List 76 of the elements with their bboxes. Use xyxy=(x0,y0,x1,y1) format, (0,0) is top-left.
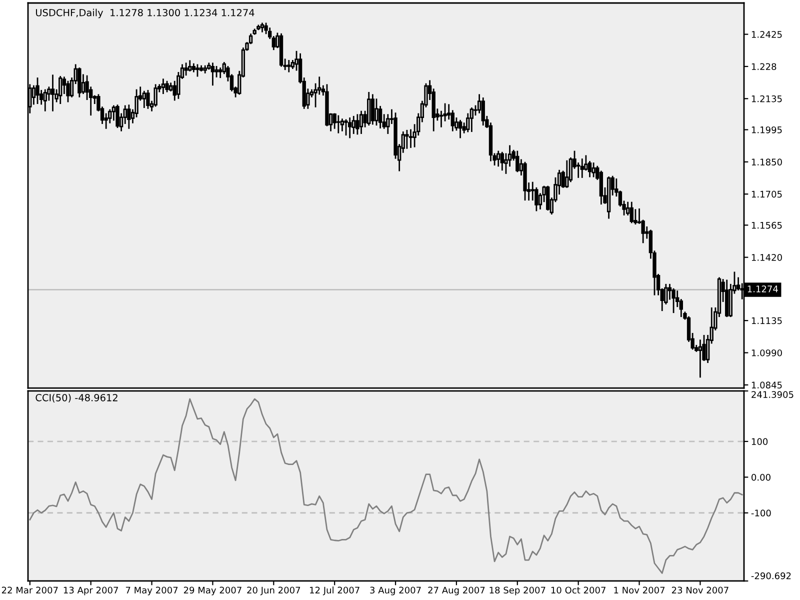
x-tick-label: 12 Jul 2007 xyxy=(310,586,360,596)
candlestick xyxy=(367,92,371,126)
chart-title: CCI(50) -48.9612 xyxy=(36,394,118,402)
x-tick-label: 3 Aug 2007 xyxy=(370,586,421,596)
ref-line-label: 1.1274 xyxy=(748,286,778,292)
y-tick-label: 1.1135 xyxy=(752,317,782,324)
y-tick-label: 1.1705 xyxy=(752,190,782,198)
candlestick xyxy=(580,158,584,178)
y-tick-label: 241.3905 xyxy=(752,391,794,398)
y-tick-label: 1.0990 xyxy=(752,349,782,356)
y-tick-label: 1.0845 xyxy=(752,382,782,388)
y-tick-label: 1.1850 xyxy=(752,158,782,166)
candlestick xyxy=(698,340,702,378)
x-tick-label: 29 May 2007 xyxy=(184,586,242,596)
candlestick xyxy=(516,150,520,172)
y-tick-label: 1.1420 xyxy=(752,254,782,261)
candlestick xyxy=(672,288,676,314)
candlestick xyxy=(146,90,150,109)
x-tick-label: 10 Oct 2007 xyxy=(551,586,606,594)
y-tick-label: -100 xyxy=(751,510,771,516)
candlestick xyxy=(546,186,550,211)
candlestick xyxy=(630,202,634,224)
candlestick xyxy=(565,160,569,188)
candlestick xyxy=(336,115,340,134)
y-tick-label: -290.692 xyxy=(751,572,791,580)
x-tick-label: 13 Apr 2007 xyxy=(64,586,118,596)
candlestick xyxy=(470,107,474,132)
candlestick xyxy=(214,66,218,78)
candlestick xyxy=(43,89,47,112)
x-tick-label: 27 Aug 2007 xyxy=(428,586,485,596)
candlestick xyxy=(359,110,364,134)
candlestick xyxy=(348,117,352,138)
y-tick-label: 1.1995 xyxy=(752,126,782,134)
candlestick xyxy=(344,119,348,136)
candlestick xyxy=(165,80,169,92)
candlestick xyxy=(576,162,580,178)
candlestick xyxy=(592,162,596,178)
candlestick xyxy=(66,80,70,102)
candlestick xyxy=(481,98,485,126)
candlestick xyxy=(188,60,192,72)
candlestick xyxy=(58,76,62,104)
y-tick-label: 1.2135 xyxy=(752,95,782,102)
candlestick xyxy=(352,116,356,134)
candlestick xyxy=(184,62,188,76)
candlestick xyxy=(356,114,360,135)
candlestick xyxy=(218,68,222,78)
candlestick xyxy=(496,150,500,167)
candlestick xyxy=(196,64,200,77)
candlestick xyxy=(405,130,409,149)
y-tick-label: 100 xyxy=(752,438,768,446)
x-tick-label: 23 Nov 2007 xyxy=(672,586,728,594)
candlestick xyxy=(374,98,378,126)
candlestick xyxy=(36,78,40,104)
x-tick-label: 1 Nov 2007 xyxy=(614,586,665,594)
candlestick xyxy=(370,94,375,125)
x-tick-label: 22 Mar 2007 xyxy=(2,586,58,594)
candlestick xyxy=(116,104,120,128)
candlestick xyxy=(500,152,504,171)
y-tick-label: 0.00 xyxy=(752,474,770,481)
candlestick xyxy=(458,120,462,138)
y-tick-label: 1.1565 xyxy=(752,222,782,229)
candlestick xyxy=(142,90,146,108)
x-tick-label: 18 Sep 2007 xyxy=(490,586,546,596)
candlestick xyxy=(408,129,413,148)
y-tick-label: 1.2425 xyxy=(752,31,782,38)
candlestick xyxy=(127,104,131,129)
candlestick xyxy=(161,78,166,94)
y-tick-label: 1.228 xyxy=(752,63,776,70)
candlestick xyxy=(287,60,291,72)
text: USDCHF,Daily 1.1278 1.1300 1.1234 1.1274 xyxy=(36,8,254,18)
candlestick xyxy=(340,118,344,132)
candlestick xyxy=(78,68,82,98)
x-tick-label: 7 May 2007 xyxy=(126,586,178,596)
candlestick xyxy=(50,74,55,112)
x-tick-label: 20 Jun 2007 xyxy=(247,586,300,596)
candlestick xyxy=(210,62,215,86)
